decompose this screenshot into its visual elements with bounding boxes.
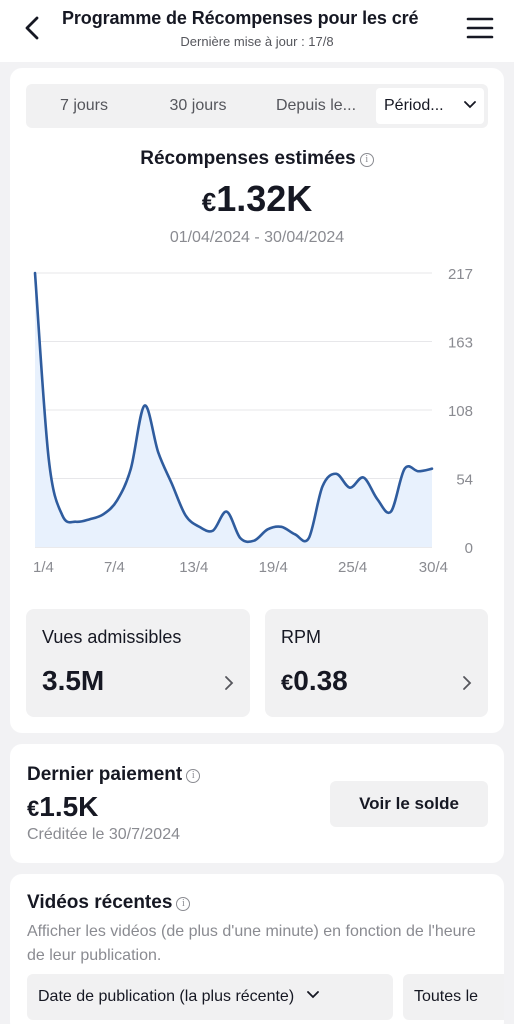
videos-title-text: Vidéos récentes <box>27 892 173 913</box>
y-tick-label: 0 <box>465 540 473 557</box>
menu-button[interactable] <box>466 16 494 40</box>
payment-title-text: Dernier paiement <box>27 764 183 785</box>
chevron-right-icon <box>225 676 234 690</box>
sort-label: Date de publication (la plus récente) <box>38 988 295 1005</box>
header: Programme de Récompenses pour les cré De… <box>0 0 514 62</box>
stat-value: 3.5M <box>42 665 104 697</box>
y-tick-label: 54 <box>456 472 473 489</box>
stat-currency: € <box>281 670 294 695</box>
rewards-title-text: Récompenses estimées <box>140 148 356 169</box>
recent-videos-card: Vidéos récentes i Afficher les vidéos (de… <box>10 874 504 1024</box>
x-tick-label: 19/4 <box>259 559 288 576</box>
stat-value: €0.38 <box>281 665 348 697</box>
payment-title: Dernier paiement i <box>27 764 201 786</box>
series-line <box>33 271 434 544</box>
rewards-line-chart: 217 163 108 54 0 1/4 7/4 13/4 19/4 25/4 30/4 <box>33 266 473 576</box>
payment-card: Dernier paiement i €1.5K Créditée le 30/7… <box>10 744 504 863</box>
y-tick-label: 217 <box>448 266 473 283</box>
tab-7-days[interactable]: 7 jours <box>59 97 109 114</box>
page-title: Programme de Récompenses pour les cré <box>62 8 419 28</box>
x-tick-label: 25/4 <box>338 559 367 576</box>
rewards-amount: €1.32K <box>10 178 504 220</box>
stat-card-views[interactable]: Vues admissibles 3.5M <box>26 609 250 717</box>
tab-since[interactable]: Depuis le... <box>275 97 357 114</box>
info-icon[interactable]: i <box>176 897 191 911</box>
period-tabs: 7 jours 30 jours Depuis le... Périod... <box>26 84 488 128</box>
videos-description: Afficher les vidéos (de plus d'une minut… <box>27 923 476 964</box>
info-icon[interactable]: i <box>359 153 374 167</box>
tab-period-label: Périod... <box>384 97 444 114</box>
chevron-left-icon <box>25 16 39 40</box>
payment-date: Créditée le 30/7/2024 <box>27 826 180 843</box>
payment-amount-value: 1.5K <box>39 791 99 822</box>
y-tick-label: 108 <box>448 403 473 420</box>
info-icon[interactable]: i <box>186 769 201 783</box>
stat-label: RPM <box>281 627 321 647</box>
currency-symbol: € <box>201 187 217 217</box>
sort-dropdown[interactable]: Date de publication (la plus récente) <box>27 974 393 1020</box>
x-tick-label: 30/4 <box>419 559 448 576</box>
date-range: 01/04/2024 - 30/04/2024 <box>169 229 345 246</box>
chevron-right-icon <box>463 676 472 690</box>
tab-30-days[interactable]: 30 jours <box>169 97 227 114</box>
payment-amount: €1.5K <box>27 791 98 823</box>
last-update: Dernière mise à jour : 17/8 <box>180 34 334 49</box>
view-balance-button[interactable]: Voir le solde <box>330 781 488 827</box>
currency-symbol: € <box>27 796 40 821</box>
x-tick-label: 13/4 <box>179 559 208 576</box>
series-area <box>35 273 432 547</box>
chevron-down-icon <box>464 101 476 109</box>
rewards-title: Récompenses estimées i <box>10 148 504 170</box>
rewards-card: 7 jours 30 jours Depuis le... Périod... … <box>10 68 504 733</box>
tab-period-dropdown[interactable]: Périod... <box>376 88 484 124</box>
x-tick-label: 1/4 <box>33 559 54 576</box>
stat-card-rpm[interactable]: RPM €0.38 <box>265 609 488 717</box>
stat-number: 0.38 <box>293 665 348 696</box>
x-tick-label: 7/4 <box>104 559 125 576</box>
hamburger-icon <box>466 17 494 39</box>
videos-title: Vidéos récentes i <box>27 892 191 914</box>
y-tick-label: 163 <box>448 335 473 352</box>
stat-number: 3.5M <box>42 665 105 696</box>
rewards-amount-value: 1.32K <box>216 178 313 219</box>
back-button[interactable] <box>18 14 46 42</box>
stat-label: Vues admissibles <box>42 627 182 647</box>
chevron-down-icon <box>306 991 319 999</box>
filter-dropdown[interactable]: Toutes le <box>403 974 504 1020</box>
